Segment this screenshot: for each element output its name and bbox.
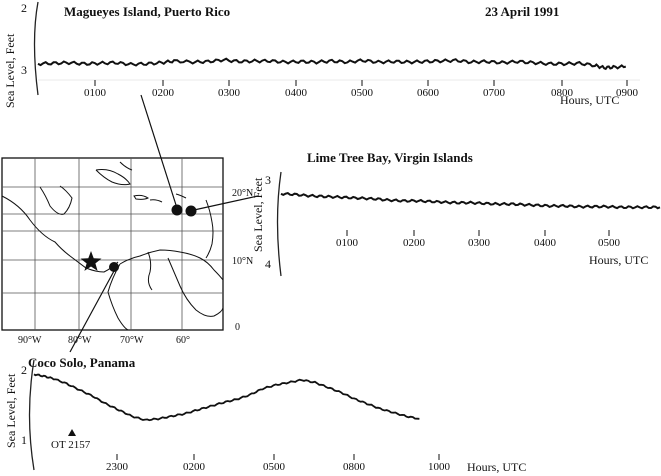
y-tick-coco-solo-1: 1	[21, 433, 27, 447]
chart-lime-tree: Lime Tree Bay, Virgin Islands 3 4 Sea Le…	[251, 150, 661, 277]
x-axis-label-magueyes: Hours, UTC	[560, 93, 619, 107]
map-lon-label-60: 60°	[176, 335, 190, 346]
x-tick-label-magueyes-0: 0100	[84, 87, 107, 99]
y-axis-label-lime-tree: Sea Level, Feet	[251, 177, 265, 252]
map-lon-label-70w: 70°W	[120, 335, 144, 346]
y-tick-coco-solo-0: 2	[21, 363, 27, 377]
y-axis-label-magueyes: Sea Level, Feet	[3, 33, 17, 108]
y-tick-magueyes-1: 3	[21, 63, 27, 77]
chart-title-lime-tree: Lime Tree Bay, Virgin Islands	[307, 150, 473, 165]
x-tick-label-coco-solo-2: 0500	[263, 461, 286, 473]
series-line-lime-tree	[280, 192, 661, 210]
y-tick-lime-tree-0: 3	[265, 173, 271, 187]
chart-title-magueyes: Magueyes Island, Puerto Rico	[64, 4, 230, 19]
chart-magueyes: Magueyes Island, Puerto Rico 23 April 19…	[3, 1, 640, 108]
leader-lines	[69, 94, 259, 353]
x-tick-label-lime-tree-4: 0500	[598, 237, 621, 249]
x-tick-label-lime-tree-1: 0200	[403, 237, 426, 249]
map-lat-label-10n: 10°N	[232, 256, 253, 267]
x-tick-label-coco-solo-0: 2300	[106, 461, 129, 473]
y-axis-lime-tree	[276, 171, 282, 277]
x-tick-label-magueyes-3: 0400	[285, 87, 308, 99]
chart-coco-solo: Coco Solo, Panama 2 1 Sea Level, Feet 23…	[4, 355, 526, 474]
origin-time-annotation: OT 2157	[51, 439, 91, 451]
x-tick-label-lime-tree-2: 0300	[468, 237, 491, 249]
y-axis-magueyes	[33, 1, 39, 96]
map-graticule	[2, 158, 223, 330]
map-lon-label-80w: 80°W	[68, 335, 92, 346]
leader-line-coco-solo	[69, 270, 115, 353]
origin-time-marker	[68, 429, 76, 436]
x-tick-label-lime-tree-0: 0100	[336, 237, 359, 249]
x-axis-label-coco-solo: Hours, UTC	[467, 460, 526, 474]
series-line-coco-solo	[33, 373, 420, 422]
series-line-magueyes	[37, 57, 627, 71]
map-inset: 20°N 10°N 0 90°W 80°W 70°W 60°	[1, 157, 253, 346]
y-axis-coco-solo	[28, 359, 35, 471]
y-axis-label-coco-solo: Sea Level, Feet	[4, 373, 18, 448]
x-tick-label-coco-solo-4: 1000	[428, 461, 451, 473]
chart-title-coco-solo: Coco Solo, Panama	[28, 355, 136, 370]
earthquake-epicenter-star	[80, 251, 102, 271]
x-tick-label-magueyes-5: 0600	[417, 87, 440, 99]
x-tick-label-magueyes-7: 0800	[551, 87, 574, 99]
x-tick-label-magueyes-1: 0200	[152, 87, 175, 99]
magueyes-station-dot	[171, 204, 183, 216]
x-tick-label-lime-tree-3: 0400	[534, 237, 557, 249]
map-coastline	[1, 161, 224, 331]
y-tick-lime-tree-1: 4	[265, 257, 271, 271]
x-tick-label-coco-solo-3: 0800	[343, 461, 366, 473]
x-tick-label-coco-solo-1: 0200	[183, 461, 206, 473]
leader-line-lime-tree	[193, 195, 259, 211]
y-tick-magueyes-0: 2	[21, 1, 27, 15]
lime-tree-station-dot	[185, 205, 197, 217]
map-lat-label-0: 0	[235, 322, 240, 333]
x-tick-label-magueyes-8: 0900	[616, 87, 639, 99]
leader-line-magueyes	[140, 94, 177, 206]
x-tick-label-magueyes-6: 0700	[483, 87, 506, 99]
map-lon-label-90w: 90°W	[18, 335, 42, 346]
x-tick-label-magueyes-2: 0300	[218, 87, 241, 99]
x-axis-label-lime-tree: Hours, UTC	[589, 253, 648, 267]
x-tick-label-magueyes-4: 0500	[351, 87, 374, 99]
map-lat-label-20n: 20°N	[232, 188, 253, 199]
date-label: 23 April 1991	[485, 4, 559, 19]
coco-solo-station-dot	[109, 262, 119, 272]
